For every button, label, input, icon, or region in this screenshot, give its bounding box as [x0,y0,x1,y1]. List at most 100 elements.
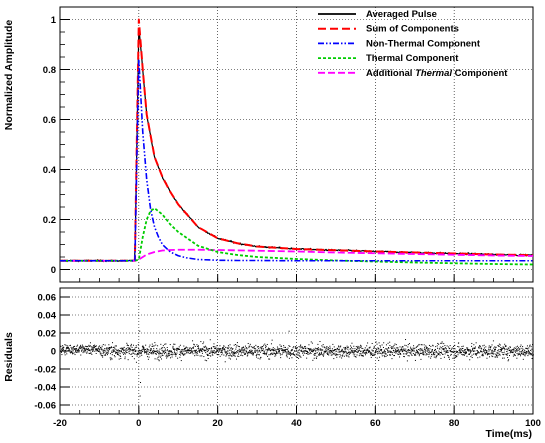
residual-point [483,344,485,346]
residual-point [371,342,373,344]
residual-point [408,349,410,351]
residual-point [148,349,150,351]
residual-point [528,351,530,353]
residual-point [313,357,315,359]
residual-point [419,348,421,350]
residual-point [205,346,207,348]
residual-point [431,349,433,351]
residual-point [127,345,129,347]
residual-point [324,346,326,348]
residual-point [388,350,390,352]
residual-point [224,349,226,351]
residual-point [269,358,271,360]
residual-point [72,346,74,348]
residual-point [211,353,213,355]
residual-point [71,348,73,350]
residual-point [445,351,447,353]
residual-point [160,352,162,354]
residual-point [188,349,190,351]
residual-point [149,344,151,346]
residual-point [252,354,254,356]
residual-point [425,354,427,356]
residual-point [80,347,82,349]
residual-point [382,352,384,354]
residual-point [528,347,530,349]
residual-point [520,353,522,355]
residual-point [339,351,341,353]
residuals-x-tick-label: 0 [136,418,141,429]
residual-point [487,354,489,355]
residual-point [291,353,293,355]
residual-point [94,344,96,346]
residual-point [515,350,517,352]
residual-point [346,355,348,357]
residual-point [523,349,525,351]
residual-point [350,345,352,347]
residual-point [287,351,289,353]
residual-point [427,350,429,352]
residual-point [373,347,375,349]
residual-point [362,355,364,357]
residual-point [60,351,62,353]
residual-point [132,344,134,346]
residual-point [404,353,406,355]
residual-point [527,351,529,353]
residual-point [531,354,533,356]
residual-point [86,346,88,348]
residual-point [94,348,96,350]
residual-point [143,347,145,349]
residual-point [501,348,503,350]
residual-point [475,354,477,356]
residual-point [118,351,120,353]
residual-point [216,349,218,351]
residual-point [122,352,124,354]
residual-point [275,352,277,354]
residual-point [314,354,316,356]
residual-point [184,354,186,356]
residual-point [420,352,422,354]
residual-point [439,346,441,348]
residual-point [164,343,166,345]
residual-point [165,355,167,357]
residual-point [304,350,306,352]
residual-point [472,349,474,351]
residual-point [477,351,479,353]
residual-point [392,347,394,349]
residual-point [329,345,331,347]
amplitude-series [59,18,534,266]
residual-point [226,347,228,349]
residual-point [123,352,125,354]
residual-point [310,353,312,354]
residual-point [227,352,229,354]
residual-point [450,353,452,355]
residual-point [446,350,448,352]
residual-point [190,352,192,354]
residual-point [290,355,292,357]
residual-point [200,341,202,343]
residual-point [245,350,247,352]
residual-point [376,343,378,345]
residual-point [72,347,74,349]
residual-point [258,354,260,356]
residual-point [527,348,529,350]
residual-point [173,351,175,353]
residual-point [206,351,208,353]
residual-point [213,346,215,348]
residual-point [293,346,295,348]
residual-point [390,352,392,354]
residual-point [196,352,198,354]
residual-point [279,354,281,356]
residual-point [498,343,500,345]
residual-point [295,346,297,348]
residual-point [497,345,499,347]
residual-point [326,350,328,352]
residual-point [484,349,486,351]
residual-point [129,348,131,350]
residual-point [127,347,129,349]
residual-point [266,352,268,354]
residual-point [235,346,237,348]
residual-point [263,352,265,354]
residual-point [65,348,67,350]
residual-point [523,352,525,354]
residual-point [496,355,498,357]
